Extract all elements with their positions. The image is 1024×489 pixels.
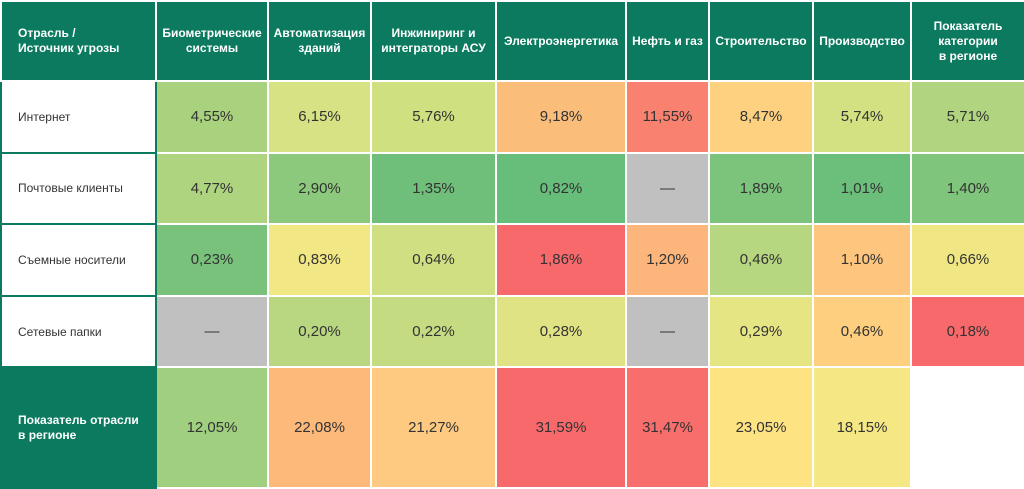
table-row: Сетевые папки —0,20% 0,22% 0,28% —0,29% 0,46%… <box>0 294 1024 369</box>
value-cell: 31,59% <box>495 366 627 489</box>
value-cell: 5,74% <box>812 80 912 154</box>
value-cell: 0,20% <box>267 294 372 369</box>
header-cell: Электроэнергетика <box>495 0 627 82</box>
row-label: Почтовые клиенты <box>0 151 157 226</box>
header-cell: Инжиниринг и интеграторы АСУ <box>370 0 497 82</box>
value-cell: 1,40% <box>910 151 1024 226</box>
value-cell: 21,27% <box>370 366 497 489</box>
header-cell: Строительство <box>708 0 814 82</box>
value-cell: 1,01% <box>812 151 912 226</box>
header-cell: Показатель категории в регионе <box>910 0 1024 82</box>
value-cell: — <box>625 151 710 226</box>
table-row: Съемные носители 0,23% 0,83% 0,64% 1,86% 1,20… <box>0 223 1024 297</box>
table-body: Интернет 4,55% 6,15% 5,76% 9,18% 11,55% 8,47% 5… <box>0 80 1024 489</box>
header-cell: Биометрические системы <box>155 0 269 82</box>
value-cell: 31,47% <box>625 366 710 489</box>
table-row: Интернет 4,55% 6,15% 5,76% 9,18% 11,55% 8,47% 5… <box>0 80 1024 154</box>
value-cell: 9,18% <box>495 80 627 154</box>
header-cell: Производство <box>812 0 912 82</box>
header-row: Отрасль / Источник угрозы Биометрические … <box>0 0 1024 82</box>
value-cell: 0,29% <box>708 294 814 369</box>
value-cell: 2,90% <box>267 151 372 226</box>
value-cell: 0,28% <box>495 294 627 369</box>
value-cell: 0,18% <box>910 294 1024 369</box>
value-cell: 8,47% <box>708 80 814 154</box>
value-cell: 0,46% <box>812 294 912 369</box>
value-cell: 1,89% <box>708 151 814 226</box>
value-cell: 0,46% <box>708 223 814 297</box>
value-cell: 12,05% <box>155 366 269 489</box>
row-label: Сетевые папки <box>0 294 157 369</box>
value-cell: 0,64% <box>370 223 497 297</box>
value-cell: — <box>625 294 710 369</box>
value-cell: 0,23% <box>155 223 269 297</box>
value-cell: 4,55% <box>155 80 269 154</box>
value-cell: 1,10% <box>812 223 912 297</box>
value-cell: 18,15% <box>812 366 912 489</box>
table-row: Почтовые клиенты 4,77% 2,90% 1,35% 0,82% —1,8… <box>0 151 1024 226</box>
row-label: Интернет <box>0 80 157 154</box>
value-cell: 23,05% <box>708 366 814 489</box>
value-cell: 1,35% <box>370 151 497 226</box>
value-cell: 0,66% <box>910 223 1024 297</box>
value-cell: 5,76% <box>370 80 497 154</box>
table-row: Показатель отрасли в регионе 12,05% 22,08%… <box>0 366 1024 489</box>
value-cell: 0,22% <box>370 294 497 369</box>
header-cell: Отрасль / Источник угрозы <box>0 0 157 82</box>
value-cell: 5,71% <box>910 80 1024 154</box>
value-cell: 4,77% <box>155 151 269 226</box>
value-cell: 1,20% <box>625 223 710 297</box>
header-cell: Нефть и газ <box>625 0 710 82</box>
value-cell: 0,83% <box>267 223 372 297</box>
value-cell: 0,82% <box>495 151 627 226</box>
empty-cell <box>910 366 1024 489</box>
value-cell: — <box>155 294 269 369</box>
value-cell: 22,08% <box>267 366 372 489</box>
value-cell: 1,86% <box>495 223 627 297</box>
value-cell: 6,15% <box>267 80 372 154</box>
row-label: Съемные носители <box>0 223 157 297</box>
row-label: Показатель отрасли в регионе <box>0 366 157 489</box>
value-cell: 11,55% <box>625 80 710 154</box>
header-cell: Автоматизация зданий <box>267 0 372 82</box>
